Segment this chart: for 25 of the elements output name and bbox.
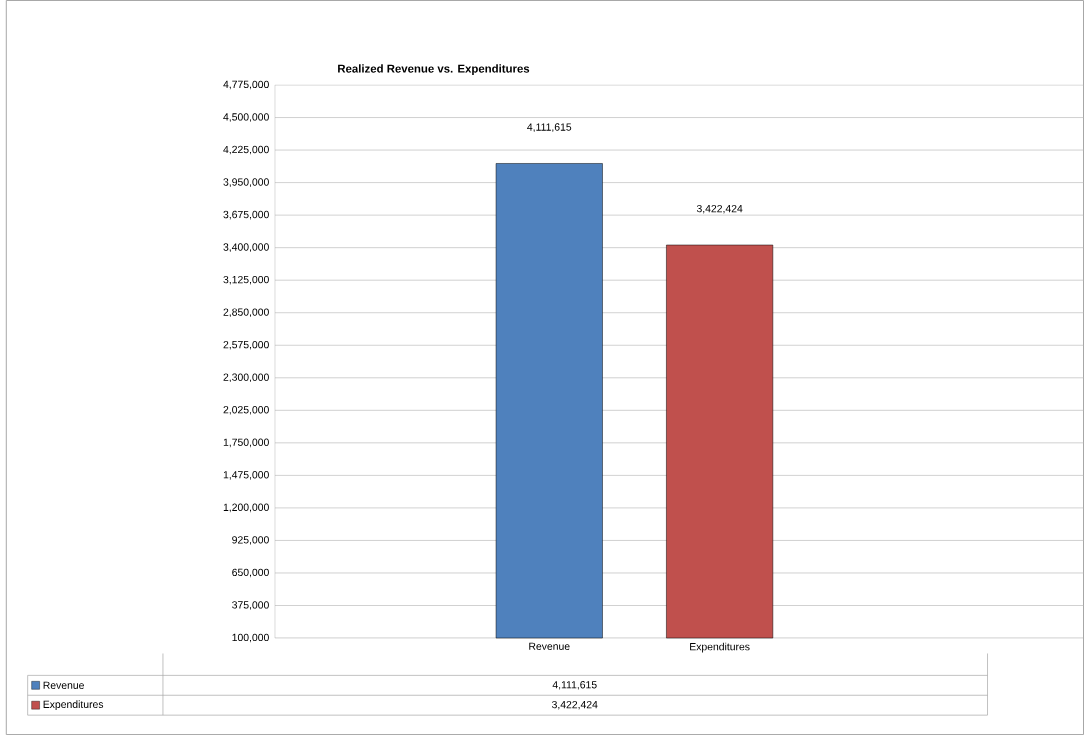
y-tick-label: 4,500,000 xyxy=(223,113,269,122)
y-tick-label: 3,125,000 xyxy=(223,275,269,285)
y-tick-label: 3,400,000 xyxy=(223,243,269,252)
text: 4,111,615 xyxy=(552,681,597,690)
y-tick-label: 4,225,000 xyxy=(223,145,269,155)
y-tick-label: 925,000 xyxy=(232,536,269,545)
y-tick-label: 3,675,000 xyxy=(223,210,269,220)
y-tick-label: 1,200,000 xyxy=(223,503,269,513)
y-tick-label: 2,300,000 xyxy=(223,373,269,383)
chart-title: Realized Revenue vs. Expenditures xyxy=(338,64,530,75)
y-tick-label: 100,000 xyxy=(232,633,269,643)
legend-label: Revenue xyxy=(43,681,84,689)
y-tick-label: 650,000 xyxy=(232,568,269,578)
data-label: 4,111,615 xyxy=(527,123,572,132)
y-tick-label: 375,000 xyxy=(232,601,269,610)
data-label: 3,422,424 xyxy=(696,204,743,214)
y-tick-label: 2,025,000 xyxy=(223,406,269,415)
y-tick-label: 2,575,000 xyxy=(223,340,269,350)
y-tick-label: 4,775,000 xyxy=(223,80,269,90)
y-tick-label: 1,475,000 xyxy=(223,471,269,480)
legend-label: Expenditures xyxy=(43,700,104,711)
y-tick-label: 3,950,000 xyxy=(223,178,269,187)
y-tick-label: 1,750,000 xyxy=(223,438,269,448)
text: 3,422,424 xyxy=(551,700,598,710)
y-tick-label: 2,850,000 xyxy=(223,308,269,318)
